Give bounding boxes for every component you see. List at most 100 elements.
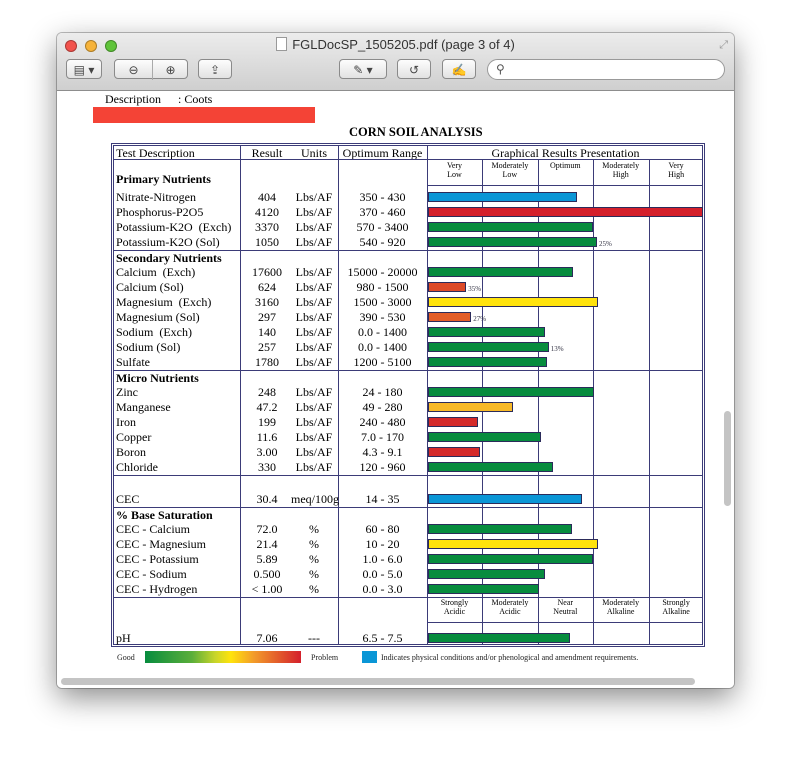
zoom-button[interactable] xyxy=(105,40,117,52)
test-name: Iron xyxy=(116,415,136,429)
header-units: Units xyxy=(300,146,327,160)
range-value: 49 - 280 xyxy=(362,400,403,414)
share-icon: ⇪ xyxy=(209,63,221,77)
units-value: % xyxy=(309,582,319,596)
units-value: Lbs/AF xyxy=(295,400,333,414)
divider xyxy=(648,160,650,644)
units-value: Lbs/AF xyxy=(295,430,333,444)
range-value: 6.5 - 7.5 xyxy=(362,631,403,645)
edit-button[interactable]: ✍ xyxy=(442,59,476,79)
zone-label-line: Acidic xyxy=(499,607,521,616)
sidebar-toggle-button[interactable]: ▤ ▾ xyxy=(66,59,102,79)
result-value: 3.00 xyxy=(256,445,278,459)
test-name: Sulfate xyxy=(116,355,150,369)
zone-label: Near Neutral xyxy=(538,598,593,616)
test-name: Potassium-K2O (Sol) xyxy=(116,235,220,249)
units-value: --- xyxy=(308,631,320,645)
units-value: % xyxy=(309,567,319,581)
result-bar xyxy=(428,267,574,277)
zone-label-line: Moderately xyxy=(491,161,529,170)
zone-label-line: Very xyxy=(668,161,684,170)
zone-label-line: Moderately xyxy=(491,598,529,607)
close-button[interactable] xyxy=(65,40,77,52)
test-name: CEC xyxy=(116,492,140,506)
range-value: 570 - 3400 xyxy=(356,220,409,234)
test-name: Manganese xyxy=(116,400,171,414)
sidebar-toggle-icon: ▤ ▾ xyxy=(73,63,95,77)
share-button[interactable]: ⇪ xyxy=(198,59,232,79)
rotate-button[interactable]: ↺ xyxy=(397,59,431,79)
result-bar xyxy=(428,494,582,504)
result-value: 404 xyxy=(258,190,276,204)
result-value: < 1.00 xyxy=(251,582,283,596)
deficit-percent: 13% xyxy=(550,345,564,353)
report-title: CORN SOIL ANALYSIS xyxy=(349,125,483,139)
horizontal-scrollbar[interactable] xyxy=(61,678,695,685)
result-bar xyxy=(428,327,545,337)
zone-label: Moderately Low xyxy=(482,161,537,179)
result-bar xyxy=(428,633,570,643)
result-value: 72.0 xyxy=(256,522,278,536)
result-value: 11.6 xyxy=(256,430,278,444)
test-name: Copper xyxy=(116,430,152,444)
search-icon: ⚲ xyxy=(496,62,505,76)
result-bar xyxy=(428,282,467,292)
zone-label-line: Low xyxy=(447,170,462,179)
result-bar xyxy=(428,387,595,397)
range-value: 1200 - 5100 xyxy=(353,355,412,369)
units-value: Lbs/AF xyxy=(295,205,333,219)
units-value: Lbs/AF xyxy=(295,355,333,369)
result-value: 248 xyxy=(258,385,276,399)
vertical-scrollbar[interactable] xyxy=(724,411,731,506)
divider xyxy=(427,146,428,644)
test-name: CEC - Sodium xyxy=(116,567,187,581)
preview-window: FGLDocSP_1505205.pdf (page 3 of 4) ⤢ ▤ ▾… xyxy=(57,33,734,688)
result-value: 1050 xyxy=(255,235,279,249)
zoom-out-icon[interactable]: ⊖ xyxy=(115,60,153,80)
result-bar xyxy=(428,297,599,307)
range-value: 1.0 - 6.0 xyxy=(362,552,403,566)
range-value: 390 - 530 xyxy=(359,310,406,324)
result-bar xyxy=(428,357,548,367)
search-input[interactable]: ⚲ xyxy=(487,59,725,80)
divider xyxy=(593,160,595,644)
zoom-in-icon[interactable]: ⊕ xyxy=(165,63,176,77)
redaction-block xyxy=(93,107,315,123)
units-value: Lbs/AF xyxy=(295,265,333,279)
result-bar xyxy=(428,222,594,232)
result-bar xyxy=(428,192,578,202)
legend-blue-note: Indicates physical conditions and/or phe… xyxy=(381,653,639,662)
zone-label-line: High xyxy=(612,170,629,179)
zone-label-line: Near xyxy=(557,598,574,607)
minimize-button[interactable] xyxy=(85,40,97,52)
result-bar xyxy=(428,524,573,534)
test-name: Phosphorus-P2O5 xyxy=(116,205,204,219)
result-value: 140 xyxy=(258,325,276,339)
units-value: Lbs/AF xyxy=(295,190,333,204)
divider xyxy=(114,475,702,476)
zone-label-line: Low xyxy=(502,170,518,179)
units-value: Lbs/AF xyxy=(295,415,333,429)
zone-label-line: Acidic xyxy=(443,607,466,616)
legend-blue-swatch xyxy=(362,651,377,663)
result-value: 3160 xyxy=(255,295,279,309)
window-title: FGLDocSP_1505205.pdf (page 3 of 4) xyxy=(57,37,734,52)
test-name: Potassium-K2O (Exch) xyxy=(116,220,232,234)
divider xyxy=(114,159,702,160)
header-graph: Graphical Results Presentation xyxy=(491,146,640,160)
test-name: Calcium (Sol) xyxy=(116,280,184,294)
description-value: : Coots xyxy=(178,92,213,106)
units-value: Lbs/AF xyxy=(295,460,333,474)
annotate-button[interactable]: ✎ ▾ xyxy=(339,59,387,79)
zone-label-line: High xyxy=(668,170,685,179)
result-value: 3370 xyxy=(255,220,279,234)
test-name: Magnesium (Exch) xyxy=(116,295,212,309)
document-view[interactable] xyxy=(57,91,734,688)
range-value: 350 - 430 xyxy=(359,190,406,204)
test-name: Calcium (Exch) xyxy=(116,265,196,279)
result-value: 330 xyxy=(258,460,276,474)
result-value: 199 xyxy=(258,415,276,429)
test-name: Boron xyxy=(116,445,146,459)
section-title: Secondary Nutrients xyxy=(116,251,222,265)
fullscreen-icon[interactable]: ⤢ xyxy=(719,39,728,51)
